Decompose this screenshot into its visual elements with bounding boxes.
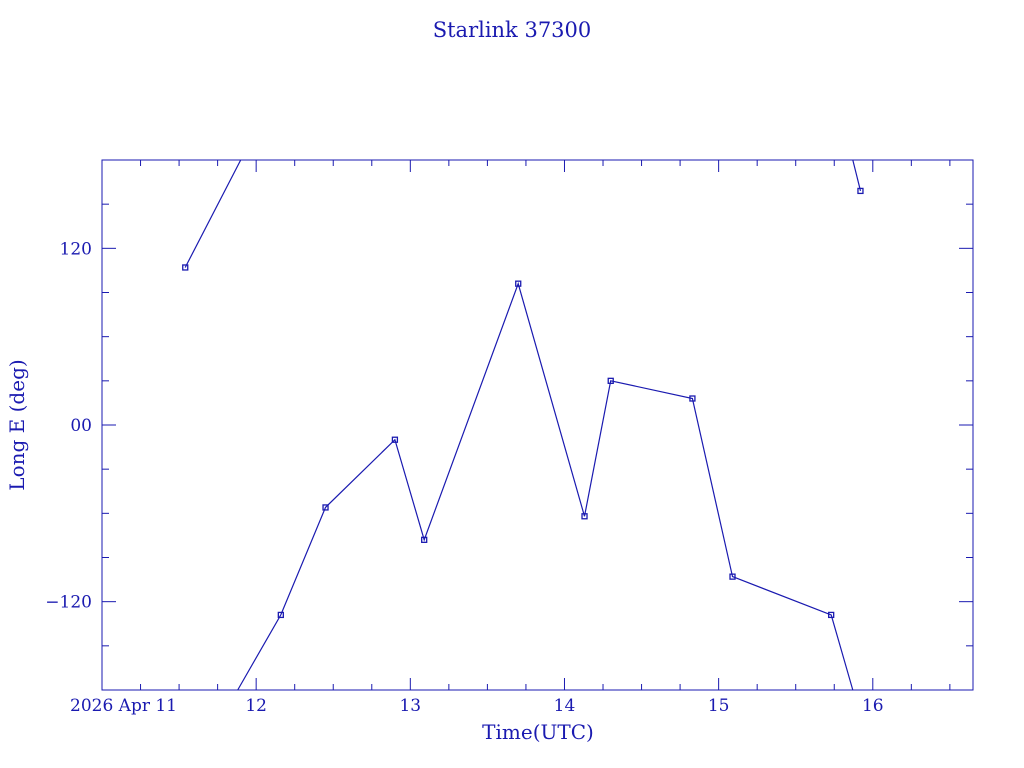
data-point bbox=[607, 377, 614, 384]
data-point bbox=[277, 611, 284, 619]
y-tick-label: 120 bbox=[60, 239, 92, 259]
chart-title: Starlink 37300 bbox=[433, 18, 592, 42]
series-line bbox=[237, 281, 854, 691]
data-point bbox=[391, 436, 399, 443]
longitude-series bbox=[184, 159, 862, 691]
data-point bbox=[182, 264, 189, 271]
x-tick-label: 2026 Apr 11 bbox=[70, 696, 177, 716]
x-axis-label: Time(UTC) bbox=[482, 720, 594, 744]
data-point bbox=[581, 513, 588, 520]
data-point bbox=[515, 280, 522, 287]
data-point bbox=[828, 611, 835, 619]
x-tick-label: 12 bbox=[245, 696, 267, 716]
y-tick-label: 00 bbox=[70, 416, 92, 436]
data-point bbox=[729, 573, 736, 580]
x-tick-label: 16 bbox=[862, 696, 884, 716]
series-line bbox=[184, 159, 242, 268]
data-point bbox=[857, 187, 864, 195]
data-point bbox=[421, 536, 428, 543]
x-tick-label: 13 bbox=[399, 696, 421, 716]
data-point bbox=[322, 504, 329, 511]
plot-frame bbox=[101, 159, 974, 691]
y-tick-label: −120 bbox=[45, 593, 92, 613]
y-axis-label: Long E (deg) bbox=[5, 359, 29, 490]
axis-ticks bbox=[101, 159, 973, 691]
data-point bbox=[689, 395, 696, 402]
x-tick-label: 14 bbox=[554, 696, 576, 716]
data-points bbox=[182, 187, 864, 619]
x-tick-label: 15 bbox=[708, 696, 730, 716]
axis-tick-labels: 2026 Apr 11 12 13 14 15 16 120 00 −120 bbox=[45, 239, 883, 716]
series-line bbox=[852, 159, 862, 192]
